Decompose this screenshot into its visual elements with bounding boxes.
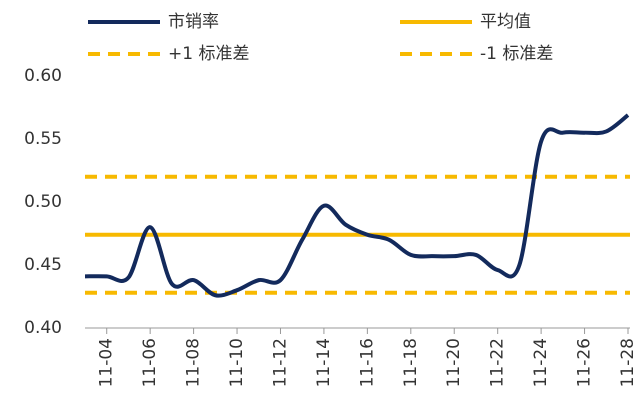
x-tick-label: 11-16	[357, 338, 377, 387]
y-tick-label: 0.45	[24, 255, 62, 275]
x-tick-label: 11-22	[488, 338, 508, 387]
legend-label: -1 标准差	[480, 44, 553, 64]
legend-label: +1 标准差	[168, 44, 249, 64]
legend-label: 市销率	[168, 12, 219, 32]
x-tick-label: 11-14	[314, 338, 334, 387]
y-tick-label: 0.55	[24, 129, 62, 149]
x-tick-label: 11-20	[444, 338, 464, 387]
legend-label: 平均值	[480, 12, 531, 32]
x-tick-label: 11-24	[531, 338, 551, 387]
x-tick-label: 11-18	[401, 338, 421, 387]
x-tick-label: 11-12	[270, 338, 290, 387]
x-tick-label: 11-08	[184, 338, 204, 387]
x-tick-label: 11-10	[227, 338, 247, 387]
x-tick-label: 11-04	[97, 338, 117, 387]
y-tick-label: 0.60	[24, 66, 62, 86]
y-tick-label: 0.40	[24, 318, 62, 338]
x-tick-label: 11-26	[575, 338, 595, 387]
x-tick-label: 11-06	[140, 338, 160, 387]
x-tick-label: 11-28	[618, 338, 638, 387]
y-tick-label: 0.50	[24, 192, 62, 212]
series-line	[84, 113, 630, 298]
